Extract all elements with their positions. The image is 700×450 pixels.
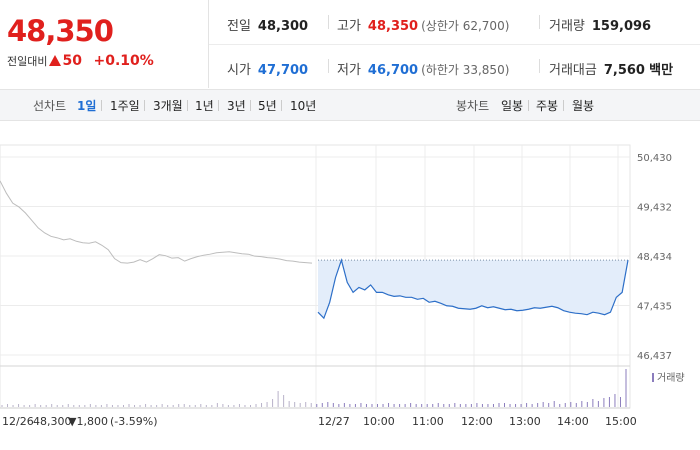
volume-label: 거래량 [549,19,585,34]
prev-close-value: 48,300 [257,19,309,34]
divider [528,100,529,111]
change-label: 전일대비 [7,55,48,68]
change-value: 50 [62,53,82,69]
x-time-label: 11:00 [412,415,444,428]
volume-legend-label: 거래량 [657,372,685,384]
prev-close-label: 전일 [227,19,251,34]
y-tick-label: 49,432 [637,203,672,214]
x-label-prev-date: 12/26 [2,415,34,428]
open-value: 47,700 [257,63,309,78]
change-percent: +0.10% [93,53,154,69]
candle-chart-label: 봉차트 [456,99,490,113]
tab-5y[interactable]: 5년 [258,99,277,113]
low-value: 46,700 [367,63,419,78]
amount-value: 7,560 [603,63,645,78]
tab-monthly[interactable]: 월봉 [572,99,595,113]
prev-close-cell: 전일 48,300 [227,15,308,34]
low-cell: 저가 46,700 (하한가 33,850) [337,59,509,78]
open-label: 시가 [227,63,251,78]
quote-info-table: 전일 48,300 고가 48,350 (상한가 62,700) 거래량 159,096… [209,0,700,88]
divider [328,15,329,29]
high-cell: 고가 48,350 (상한가 62,700) [337,15,509,34]
x-time-label: 14:00 [557,415,589,428]
chart-period-tabs: 선차트 1일 1주일 3개월 1년 3년 5년 10년 봉차트 일봉 주봉 월봉 [0,89,700,121]
current-price: 48,350 [7,14,114,48]
tab-3y[interactable]: 3년 [227,99,246,113]
x-time-label: 10:00 [363,415,395,428]
today-price-area [318,260,628,319]
y-tick-label: 46,437 [637,351,672,362]
x-time-label: 15:00 [605,415,637,428]
volume-cell: 거래량 159,096 [549,15,651,34]
info-row-1: 전일 48,300 고가 48,350 (상한가 62,700) 거래량 159,096 [209,0,700,45]
divider [218,100,219,111]
divider [101,100,102,111]
upper-limit: (상한가 62,700) [421,19,510,33]
tab-daily[interactable]: 일봉 [501,99,524,113]
x-time-label: 13:00 [509,415,541,428]
tab-3m[interactable]: 3개월 [153,99,183,113]
low-label: 저가 [337,63,361,78]
prev-day-change-pct: (-3.59%) [110,415,158,428]
lower-limit: (하한가 33,850) [421,63,510,77]
tab-1d[interactable]: 1일 [77,99,97,113]
tab-10y[interactable]: 10년 [290,99,317,113]
intraday-price-chart[interactable]: 50,430 49,432 48,434 47,435 46,437 거래량 12/26 48… [0,121,700,450]
divider [539,59,540,73]
divider [281,100,282,111]
change-row: 전일대비 50 +0.10% [7,53,154,69]
divider [144,100,145,111]
high-label: 고가 [337,19,361,34]
up-triangle-icon [49,55,62,66]
divider [250,100,251,111]
y-tick-label: 50,430 [637,153,672,164]
divider [187,100,188,111]
tab-weekly[interactable]: 주봉 [536,99,559,113]
open-cell: 시가 47,700 [227,59,308,78]
info-row-2: 시가 47,700 저가 46,700 (하한가 33,850) 거래대금 7,560 … [209,44,700,88]
volume-legend-swatch [652,373,654,382]
prev-day-close: 48,300 [33,415,72,428]
x-time-label: 12:00 [461,415,493,428]
high-value: 48,350 [367,19,419,34]
divider [328,59,329,73]
amount-label: 거래대금 [549,63,597,78]
x-time-label: 12/27 [318,415,350,428]
volume-value: 159,096 [591,19,652,34]
y-tick-label: 48,434 [637,252,672,263]
tab-1w[interactable]: 1주일 [110,99,140,113]
y-tick-label: 47,435 [637,302,672,313]
prev-day-change: ▼1,800 [68,415,108,428]
line-chart-label: 선차트 [33,99,67,113]
divider [539,15,540,29]
tab-1y[interactable]: 1년 [195,99,214,113]
amount-cell: 거래대금 7,560 백만 [549,59,673,78]
divider [563,100,564,111]
price-summary: 48,350 전일대비 50 +0.10% [0,0,209,88]
prev-day-price-line [0,180,313,264]
amount-unit: 백만 [649,63,674,78]
today-price-line [317,258,629,320]
